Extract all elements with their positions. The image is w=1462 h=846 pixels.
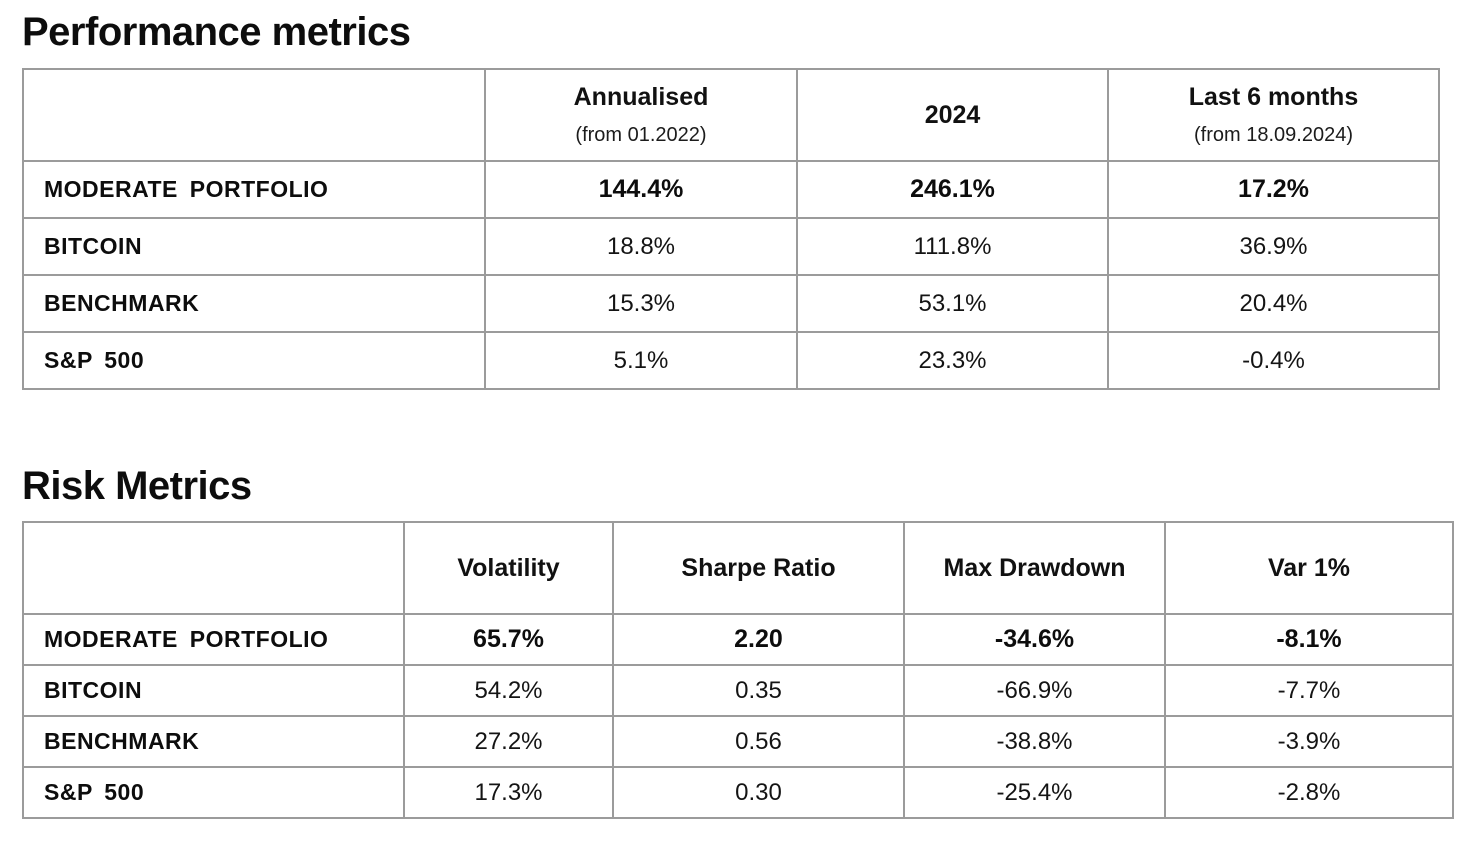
cell-var-1pct: -7.7% <box>1164 664 1454 717</box>
table-row-bitcoin: BITCOIN 18.8% 111.8% 36.9% <box>22 217 1440 276</box>
perf-col-header-last-6-months: Last 6 months (from 18.09.2024) <box>1107 68 1440 162</box>
row-label: MODERATE PORTFOLIO <box>22 160 486 219</box>
cell-max-drawdown: -38.8% <box>903 715 1166 768</box>
cell-var-1pct: -2.8% <box>1164 766 1454 819</box>
cell-last-6-months: 17.2% <box>1107 160 1440 219</box>
column-subnote: (from 18.09.2024) <box>1194 124 1353 146</box>
column-label: Volatility <box>457 553 560 582</box>
cell-annualised: 5.1% <box>484 331 798 390</box>
perf-col-header-annualised: Annualised (from 01.2022) <box>484 68 798 162</box>
cell-volatility: 54.2% <box>403 664 614 717</box>
cell-var-1pct: -3.9% <box>1164 715 1454 768</box>
column-subnote: (from 01.2022) <box>575 124 707 146</box>
table-row-sp500: S&P 500 5.1% 23.3% -0.4% <box>22 331 1440 390</box>
row-label: MODERATE PORTFOLIO <box>22 613 405 666</box>
cell-max-drawdown: -66.9% <box>903 664 1166 717</box>
row-label: S&P 500 <box>22 766 405 819</box>
cell-volatility: 17.3% <box>403 766 614 819</box>
table-row-benchmark: BENCHMARK 27.2% 0.56 -38.8% -3.9% <box>22 715 1454 768</box>
column-label: 2024 <box>924 100 981 129</box>
row-label: BENCHMARK <box>22 274 486 333</box>
table-row-benchmark: BENCHMARK 15.3% 53.1% 20.4% <box>22 274 1440 333</box>
cell-max-drawdown: -25.4% <box>903 766 1166 819</box>
cell-sharpe-ratio: 2.20 <box>612 613 905 666</box>
column-label: Sharpe Ratio <box>681 553 836 582</box>
row-label: BITCOIN <box>22 217 486 276</box>
cell-2024: 53.1% <box>796 274 1109 333</box>
risk-metrics-table: Volatility Sharpe Ratio Max Drawdown Var… <box>22 521 1454 819</box>
row-label: BENCHMARK <box>22 715 405 768</box>
cell-last-6-months: 36.9% <box>1107 217 1440 276</box>
report-page: Performance metrics Annualised (from 01.… <box>22 8 1462 819</box>
cell-2024: 246.1% <box>796 160 1109 219</box>
column-label: Annualised <box>573 83 709 111</box>
row-label: S&P 500 <box>22 331 486 390</box>
cell-annualised: 144.4% <box>484 160 798 219</box>
risk-col-header-sharpe-ratio: Sharpe Ratio <box>612 521 905 615</box>
cell-2024: 111.8% <box>796 217 1109 276</box>
risk-header-row: Volatility Sharpe Ratio Max Drawdown Var… <box>22 521 1454 615</box>
cell-annualised: 15.3% <box>484 274 798 333</box>
risk-col-header-var-1pct: Var 1% <box>1164 521 1454 615</box>
cell-var-1pct: -8.1% <box>1164 613 1454 666</box>
cell-sharpe-ratio: 0.30 <box>612 766 905 819</box>
column-label: Var 1% <box>1267 553 1350 582</box>
risk-col-header-max-drawdown: Max Drawdown <box>903 521 1166 615</box>
cell-last-6-months: 20.4% <box>1107 274 1440 333</box>
cell-sharpe-ratio: 0.35 <box>612 664 905 717</box>
cell-sharpe-ratio: 0.56 <box>612 715 905 768</box>
perf-col-header-2024: 2024 <box>796 68 1109 162</box>
performance-metrics-table: Annualised (from 01.2022) 2024 Last 6 mo… <box>22 68 1440 390</box>
corner-cell <box>22 68 486 162</box>
cell-volatility: 65.7% <box>403 613 614 666</box>
risk-metrics-title: Risk Metrics <box>22 464 252 508</box>
row-label: BITCOIN <box>22 664 405 717</box>
table-row-moderate-portfolio: MODERATE PORTFOLIO 65.7% 2.20 -34.6% -8.… <box>22 613 1454 666</box>
column-label: Max Drawdown <box>943 553 1126 582</box>
cell-annualised: 18.8% <box>484 217 798 276</box>
cell-volatility: 27.2% <box>403 715 614 768</box>
cell-last-6-months: -0.4% <box>1107 331 1440 390</box>
cell-max-drawdown: -34.6% <box>903 613 1166 666</box>
cell-2024: 23.3% <box>796 331 1109 390</box>
table-row-sp500: S&P 500 17.3% 0.30 -25.4% -2.8% <box>22 766 1454 819</box>
performance-header-row: Annualised (from 01.2022) 2024 Last 6 mo… <box>22 68 1440 162</box>
performance-metrics-title: Performance metrics <box>22 10 411 54</box>
risk-col-header-volatility: Volatility <box>403 521 614 615</box>
table-row-bitcoin: BITCOIN 54.2% 0.35 -66.9% -7.7% <box>22 664 1454 717</box>
corner-cell <box>22 521 405 615</box>
column-label: Last 6 months <box>1188 83 1359 111</box>
table-row-moderate-portfolio: MODERATE PORTFOLIO 144.4% 246.1% 17.2% <box>22 160 1440 219</box>
